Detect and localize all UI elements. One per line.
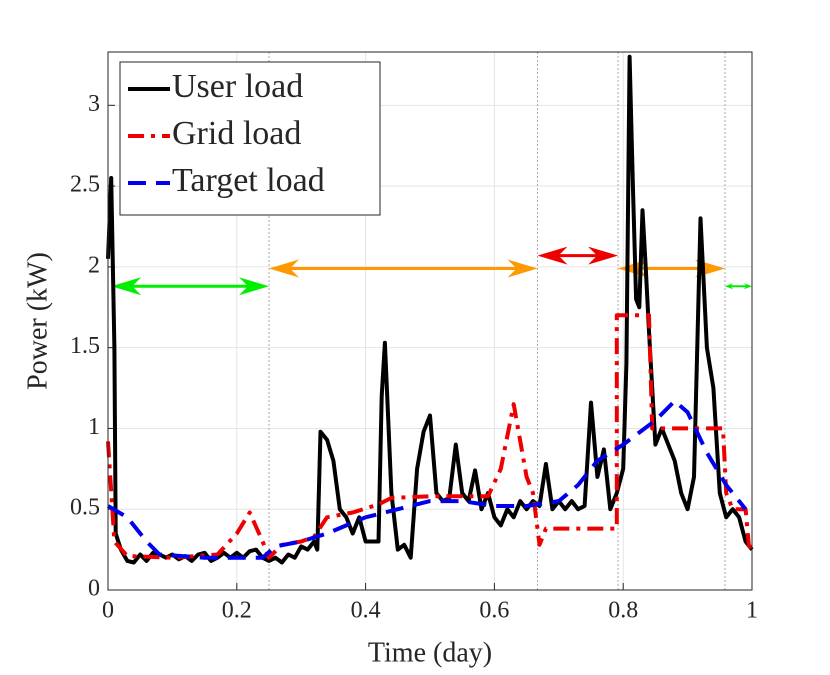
x-tick-label: 0.6 (479, 598, 509, 624)
range-arrow (111, 277, 269, 296)
range-arrow (724, 283, 752, 290)
y-tick-label: 0.5 (70, 495, 100, 521)
y-tick-label: 0 (88, 576, 100, 602)
arrow-head (537, 246, 568, 265)
y-tick-label: 1 (88, 414, 100, 440)
series-line (106, 399, 748, 560)
y-tick-label: 3 (88, 91, 100, 117)
legend-label: Grid load (172, 115, 301, 152)
x-tick-label: 0.8 (608, 598, 638, 624)
y-tick-label: 2 (88, 252, 100, 278)
series-line (106, 54, 754, 565)
arrow-head (239, 277, 269, 296)
y-tick-label: 2.5 (70, 172, 100, 198)
x-tick-label: 0 (102, 598, 114, 624)
x-tick-label: 0.2 (222, 598, 252, 624)
arrow-head (111, 277, 142, 296)
arrow-head (269, 259, 299, 278)
legend-label: Target load (172, 162, 325, 199)
arrow-head (507, 259, 538, 278)
axes-box (107, 51, 753, 591)
range-arrow (537, 246, 619, 265)
range-arrow (269, 259, 538, 278)
arrow-head (588, 246, 619, 265)
y-tick-label: 1.5 (70, 333, 100, 359)
y-axis-label: Power (kW) (22, 252, 53, 390)
x-tick-label: 1 (746, 598, 758, 624)
x-axis-label: Time (day) (368, 637, 492, 668)
x-tick-label: 0.4 (351, 598, 381, 624)
arrow-head (744, 283, 752, 290)
arrow-head (724, 283, 733, 290)
legend-label: User load (172, 68, 303, 105)
